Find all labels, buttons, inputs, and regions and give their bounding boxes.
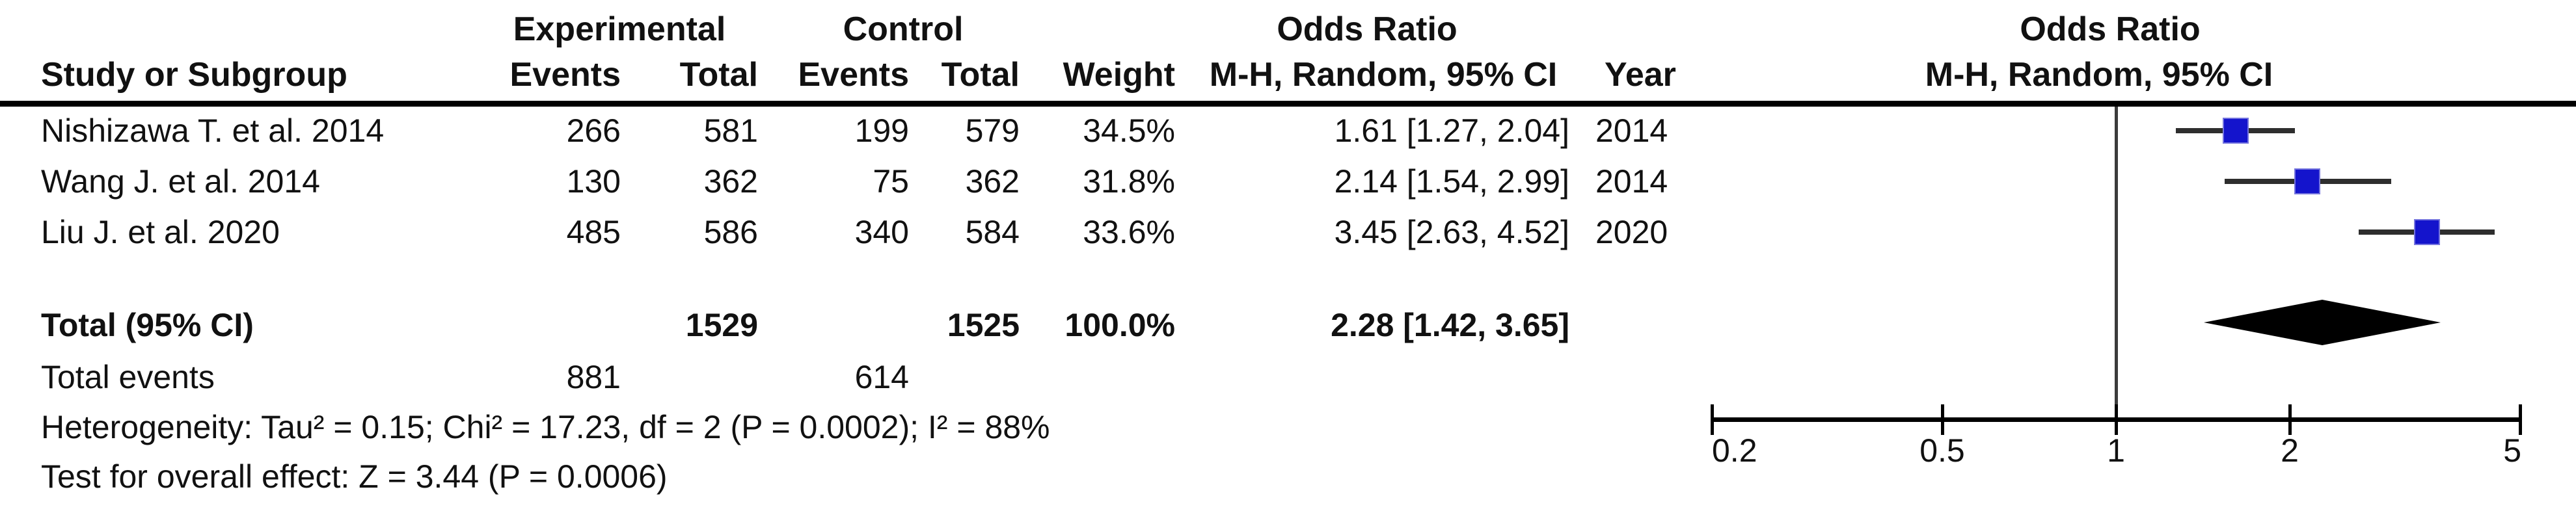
weight-cell: 31.8% (1083, 163, 1175, 200)
axis-tick-label: 5 (2503, 432, 2521, 469)
mh-ci-column-header: M-H, Random, 95% CI (1209, 56, 1558, 94)
weight-cell: 33.6% (1083, 214, 1175, 250)
or-ci-cell: 1.61 [1.27, 2.04] (1334, 112, 1569, 149)
mh-ci-plot-header: M-H, Random, 95% CI (1925, 56, 2273, 94)
exp-events-cell: 130 (566, 163, 621, 200)
experimental-group-header: Experimental (513, 10, 726, 48)
axis-tick (2519, 404, 2522, 435)
ctl-events-column-header: Events (798, 56, 909, 94)
total-exp-total-cell: 1529 (685, 307, 758, 343)
exp-events-cell: 266 (566, 112, 621, 149)
study-label: Nishizawa T. et al. 2014 (41, 112, 385, 149)
exp-total-cell: 586 (703, 214, 758, 250)
year-column-header: Year (1605, 56, 1676, 94)
or-ci-cell: 3.45 [2.63, 4.52] (1334, 214, 1569, 250)
ctl-total-cell: 579 (965, 112, 1020, 149)
ctl-events-cell: 199 (854, 112, 909, 149)
ctl-total-column-header: Total (941, 56, 1020, 94)
total-row-label: Total (95% CI) (41, 307, 254, 343)
total-events-ctl-cell: 614 (854, 359, 909, 395)
exp-total-column-header: Total (679, 56, 758, 94)
weight-column-header: Weight (1063, 56, 1175, 94)
total-events-label: Total events (41, 359, 215, 395)
total-ctl-total-cell: 1525 (947, 307, 1020, 343)
header-divider-rule (0, 101, 2576, 107)
total-or-ci-cell: 2.28 [1.42, 3.65] (1331, 307, 1569, 343)
exp-events-cell: 485 (566, 214, 621, 250)
ctl-events-cell: 75 (873, 163, 909, 200)
axis-tick (2288, 404, 2292, 435)
axis-tick-label: 0.2 (1712, 432, 1757, 469)
study-label: Wang J. et al. 2014 (41, 163, 320, 200)
year-cell: 2014 (1595, 163, 1668, 200)
axis-tick (1711, 404, 1714, 435)
overall-effect-note: Test for overall effect: Z = 3.44 (P = 0… (41, 458, 668, 495)
axis-tick (1941, 404, 1944, 435)
ctl-events-cell: 340 (854, 214, 909, 250)
ctl-total-cell: 362 (965, 163, 1020, 200)
total-weight-cell: 100.0% (1064, 307, 1175, 343)
weight-cell: 34.5% (1083, 112, 1175, 149)
odds-ratio-plot-title: Odds Ratio (2020, 10, 2201, 48)
ctl-total-cell: 584 (965, 214, 1020, 250)
null-effect-line (2115, 107, 2118, 417)
exp-events-column-header: Events (509, 56, 621, 94)
study-point-estimate-marker (2294, 168, 2320, 194)
study-point-estimate-marker (2414, 219, 2440, 245)
study-column-header: Study or Subgroup (41, 56, 347, 94)
axis-tick (2115, 404, 2118, 435)
axis-tick-label: 1 (2107, 432, 2125, 469)
axis-tick-label: 2 (2281, 432, 2299, 469)
axis-tick-label: 0.5 (1919, 432, 1965, 469)
control-group-header: Control (843, 10, 964, 48)
or-ci-cell: 2.14 [1.54, 2.99] (1334, 163, 1569, 200)
odds-ratio-column-title: Odds Ratio (1277, 10, 1457, 48)
total-events-exp-cell: 881 (566, 359, 621, 395)
study-label: Liu J. et al. 2020 (41, 214, 280, 250)
study-point-estimate-marker (2223, 118, 2249, 144)
exp-total-cell: 581 (703, 112, 758, 149)
year-cell: 2014 (1595, 112, 1668, 149)
year-cell: 2020 (1595, 214, 1668, 250)
heterogeneity-note: Heterogeneity: Tau² = 0.15; Chi² = 17.23… (41, 409, 1050, 445)
summary-diamond (2204, 300, 2441, 345)
exp-total-cell: 362 (703, 163, 758, 200)
